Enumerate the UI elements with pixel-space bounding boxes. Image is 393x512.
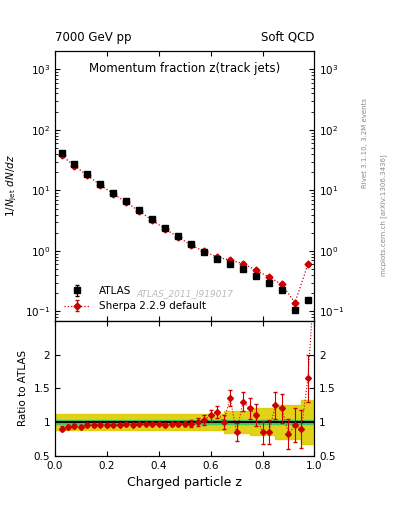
Text: 7000 GeV pp: 7000 GeV pp (55, 31, 132, 44)
Y-axis label: Ratio to ATLAS: Ratio to ATLAS (18, 350, 28, 426)
Y-axis label: $1/N_\mathrm{jet}\ dN/dz$: $1/N_\mathrm{jet}\ dN/dz$ (5, 155, 19, 218)
Text: Rivet 3.1.10, 3.2M events: Rivet 3.1.10, 3.2M events (362, 98, 369, 188)
Legend: ATLAS, Sherpa 2.2.9 default: ATLAS, Sherpa 2.2.9 default (60, 282, 210, 315)
Text: Soft QCD: Soft QCD (261, 31, 314, 44)
Text: Momentum fraction z(track jets): Momentum fraction z(track jets) (89, 62, 280, 75)
Text: mcplots.cern.ch [arXiv:1306.3436]: mcplots.cern.ch [arXiv:1306.3436] (380, 154, 387, 276)
Text: ATLAS_2011_I919017: ATLAS_2011_I919017 (136, 289, 233, 298)
X-axis label: Charged particle z: Charged particle z (127, 476, 242, 489)
